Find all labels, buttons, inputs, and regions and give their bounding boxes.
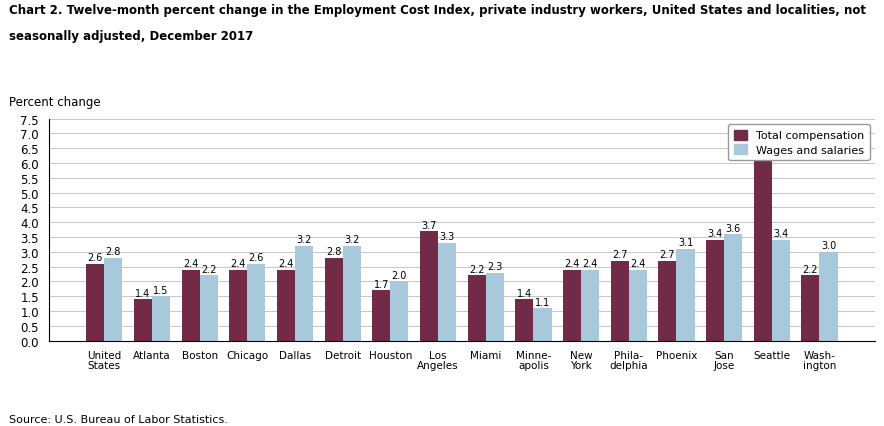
Text: 2.8: 2.8 <box>326 247 341 256</box>
Legend: Total compensation, Wages and salaries: Total compensation, Wages and salaries <box>728 125 870 161</box>
Bar <box>676 249 695 341</box>
Text: 2.2: 2.2 <box>201 265 217 274</box>
Bar <box>485 273 504 341</box>
Bar <box>248 264 265 341</box>
Bar <box>772 240 790 341</box>
Text: 3.7: 3.7 <box>422 220 437 230</box>
Text: 1.7: 1.7 <box>374 279 389 289</box>
Text: 2.4: 2.4 <box>564 259 580 268</box>
Bar <box>724 234 743 341</box>
Bar <box>87 264 104 341</box>
Text: 2.4: 2.4 <box>583 259 598 268</box>
Text: 3.3: 3.3 <box>439 232 454 242</box>
Text: 3.2: 3.2 <box>296 235 312 245</box>
Text: 1.4: 1.4 <box>517 288 532 298</box>
Bar <box>391 282 408 341</box>
Bar <box>343 246 361 341</box>
Bar <box>706 240 724 341</box>
Bar <box>133 299 152 341</box>
Bar <box>277 270 295 341</box>
Bar <box>181 270 200 341</box>
Bar <box>515 299 533 341</box>
Text: Percent change: Percent change <box>9 96 101 109</box>
Text: 3.4: 3.4 <box>774 229 789 239</box>
Bar <box>819 252 838 341</box>
Bar <box>229 270 248 341</box>
Bar <box>629 270 647 341</box>
Bar <box>533 308 552 341</box>
Text: 1.5: 1.5 <box>153 285 169 295</box>
Bar <box>200 276 217 341</box>
Bar <box>802 276 819 341</box>
Text: 2.3: 2.3 <box>487 262 502 271</box>
Bar <box>581 270 599 341</box>
Bar <box>438 243 456 341</box>
Bar <box>295 246 313 341</box>
Text: 3.2: 3.2 <box>344 235 360 245</box>
Bar <box>152 296 170 341</box>
Text: Chart 2. Twelve-month percent change in the Employment Cost Index, private indus: Chart 2. Twelve-month percent change in … <box>9 4 865 17</box>
Text: 3.1: 3.1 <box>678 238 693 248</box>
Text: 2.0: 2.0 <box>392 270 408 280</box>
Text: 2.6: 2.6 <box>248 253 264 262</box>
Text: 2.4: 2.4 <box>231 259 246 268</box>
Text: 3.6: 3.6 <box>726 223 741 233</box>
Bar <box>659 261 676 341</box>
Text: 2.4: 2.4 <box>278 259 293 268</box>
Bar <box>324 258 343 341</box>
Text: 2.7: 2.7 <box>612 250 628 259</box>
Text: Source: U.S. Bureau of Labor Statistics.: Source: U.S. Bureau of Labor Statistics. <box>9 414 228 424</box>
Bar <box>468 276 485 341</box>
Text: 2.7: 2.7 <box>659 250 675 259</box>
Bar <box>420 231 438 341</box>
Text: 2.8: 2.8 <box>106 247 121 256</box>
Bar <box>104 258 122 341</box>
Text: seasonally adjusted, December 2017: seasonally adjusted, December 2017 <box>9 30 253 43</box>
Text: 2.4: 2.4 <box>183 259 198 268</box>
Bar <box>563 270 581 341</box>
Text: 1.4: 1.4 <box>135 288 150 298</box>
Text: 3.4: 3.4 <box>707 229 723 239</box>
Bar <box>611 261 629 341</box>
Bar <box>754 137 772 341</box>
Text: 2.6: 2.6 <box>88 253 103 262</box>
Text: 2.4: 2.4 <box>630 259 645 268</box>
Bar <box>372 291 391 341</box>
Text: 6.9: 6.9 <box>755 126 770 135</box>
Text: 2.2: 2.2 <box>803 265 819 274</box>
Text: 1.1: 1.1 <box>535 297 550 307</box>
Text: 3.0: 3.0 <box>821 241 836 251</box>
Text: 2.2: 2.2 <box>469 265 484 274</box>
